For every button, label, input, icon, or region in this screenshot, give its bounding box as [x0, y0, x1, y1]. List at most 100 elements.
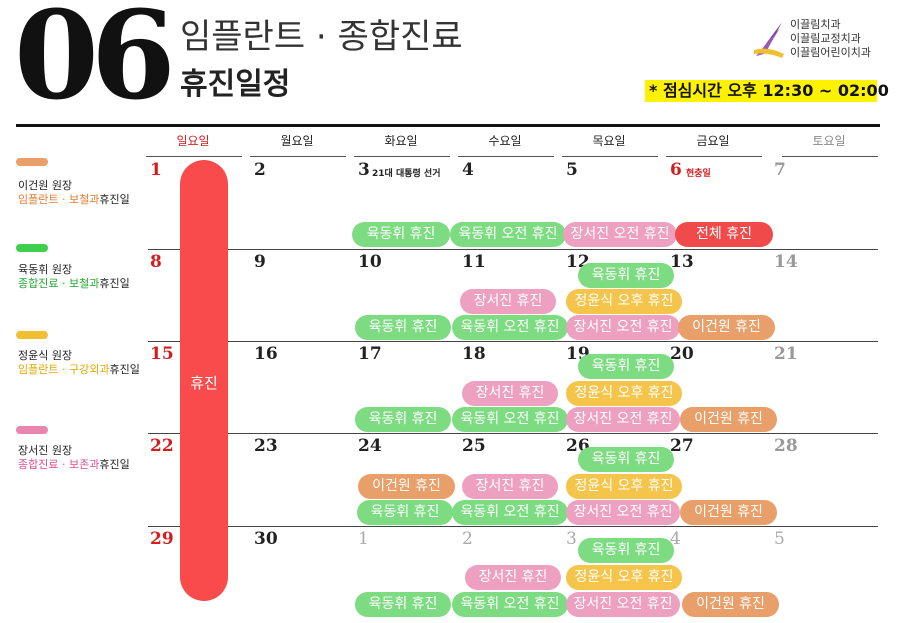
header-divider [16, 124, 880, 127]
date-cell: 3 [566, 529, 577, 549]
date-cell: 29 [150, 529, 174, 549]
clinic-logo-icon [754, 22, 784, 58]
event-yuk-am: 육동휘 오전 휴진 [452, 407, 568, 432]
legend-name-jang: 장서진 원장 [18, 444, 73, 457]
legend-suffix: 휴진일 [109, 363, 140, 376]
weekday-sat: 토요일 [812, 134, 846, 148]
legend-swatch-jung [16, 331, 48, 339]
event-yuk-full: 육동휘 휴진 [355, 315, 451, 340]
event-yuk-am: 육동휘 오전 휴진 [452, 315, 568, 340]
legend-dept: 임플란트 · 구강외과 [18, 363, 110, 376]
event-jang-am: 장서진 오전 휴진 [566, 500, 680, 525]
date-cell: 2 [462, 529, 473, 549]
date-cell: 28 [774, 436, 798, 456]
event-lee-full: 이건원 휴진 [358, 474, 455, 499]
date-cell: 21 [774, 344, 798, 364]
event-lee-full: 이건원 휴진 [680, 500, 777, 525]
legend-desc-yuk: 종합진료 · 보철과휴진일 [18, 277, 130, 291]
date-cell: 27 [670, 436, 694, 456]
event-jang-full: 장서진 휴진 [462, 381, 558, 406]
legend-dept: 종합진료 · 보존과 [18, 458, 100, 471]
legend-name-yuk: 육동휘 원장 [18, 263, 73, 276]
weekday-underline [782, 156, 878, 157]
weekday-thu: 목요일 [592, 134, 626, 148]
date-cell: 4 [670, 529, 681, 549]
date-cell: 4 [462, 160, 474, 180]
holiday-note: 현충일 [686, 169, 711, 179]
weekday-wed: 수요일 [488, 134, 522, 148]
legend-suffix: 휴진일 [99, 277, 130, 290]
week-divider [148, 433, 878, 434]
date-cell: 1 [358, 529, 369, 549]
event-yuk-am: 육동휘 오전 휴진 [452, 500, 568, 525]
date-cell: 11 [462, 252, 486, 272]
event-jang-am: 장서진 오전 휴진 [566, 315, 680, 340]
event-jung-pm: 정윤식 오후 휴진 [566, 381, 682, 406]
holiday-note: 21대 대통령 선거 [372, 169, 441, 179]
event-yuk-full: 육동휘 휴진 [578, 263, 674, 288]
date-cell: 20 [670, 344, 694, 364]
event-yuk-am: 육동휘 오전 휴진 [452, 592, 568, 617]
date-cell: 16 [254, 344, 278, 364]
date-cell: 2 [254, 160, 266, 180]
event-jang-full: 장서진 휴진 [462, 474, 558, 499]
lunch-label: * 점심시간 [649, 81, 722, 100]
clinic-name: 이끌림교정치과 [790, 32, 861, 45]
date-cell: 24 [358, 436, 382, 456]
event-yuk-am: 육동휘 오전 휴진 [450, 222, 566, 247]
event-jang-full: 장서진 휴진 [460, 289, 556, 314]
event-yuk-full: 육동휘 휴진 [578, 538, 674, 563]
event-lee-full: 이건원 휴진 [680, 407, 777, 432]
legend-dept: 종합진료 · 보철과 [18, 277, 100, 290]
legend-desc-jung: 임플란트 · 구강외과휴진일 [18, 363, 140, 377]
date-cell: 1 [150, 160, 162, 180]
clinic-names: 이끌림치과 이끌림교정치과 이끌림어린이치과 [790, 18, 871, 60]
weekday-underline [354, 156, 450, 157]
legend-name-jung: 정윤식 원장 [18, 349, 73, 362]
event-yuk-full: 육동휘 휴진 [578, 354, 674, 379]
date-cell: 18 [462, 344, 486, 364]
legend-desc-jang: 종합진료 · 보존과휴진일 [18, 458, 130, 472]
event-lee-full: 이건원 휴진 [678, 315, 775, 340]
date-cell: 3 [358, 160, 370, 180]
event-jung-pm: 정윤식 오후 휴진 [566, 289, 682, 314]
legend-suffix: 휴진일 [99, 193, 130, 206]
sunday-closed-label: 휴진 [190, 374, 218, 392]
date-cell: 9 [254, 252, 266, 272]
legend-swatch-lee [16, 158, 48, 166]
weekday-fri: 금요일 [696, 134, 730, 148]
lunch-time: 오후 12:30 ~ 02:00 [727, 81, 889, 100]
date-cell: 17 [358, 344, 382, 364]
date-cell: 14 [774, 252, 798, 272]
week-divider [148, 249, 878, 250]
legend-swatch-jang [16, 426, 48, 434]
weekday-underline [562, 156, 658, 157]
event-jang-am: 장서진 오전 휴진 [566, 407, 680, 432]
event-yuk-full: 육동휘 휴진 [355, 592, 451, 617]
page-subtitle: 임플란트 · 종합진료 [180, 17, 463, 57]
date-cell: 23 [254, 436, 278, 456]
legend-suffix: 휴진일 [99, 458, 130, 471]
event-yuk-full: 육동휘 휴진 [352, 222, 450, 247]
date-cell: 22 [150, 436, 174, 456]
weekday-underline [666, 156, 762, 157]
date-cell: 6 [670, 160, 682, 180]
weekday-underline [250, 156, 346, 157]
date-cell: 30 [254, 529, 278, 549]
clinic-name: 이끌림치과 [790, 18, 841, 31]
weekday-underline [458, 156, 554, 157]
page-title: 휴진일정 [180, 67, 291, 102]
weekday-sun: 일요일 [176, 134, 210, 148]
event-jung-pm: 정윤식 오후 휴진 [566, 565, 682, 590]
clinic-name: 이끌림어린이치과 [790, 46, 871, 59]
date-cell: 5 [566, 160, 578, 180]
legend-desc-lee: 임플란트 · 보철과휴진일 [18, 193, 130, 207]
weekday-underline [146, 156, 242, 157]
legend-name-lee: 이건원 원장 [18, 179, 73, 192]
week-divider [148, 341, 878, 342]
week-divider [148, 526, 878, 527]
date-cell: 8 [150, 252, 162, 272]
event-yuk-full: 육동휘 휴진 [578, 447, 674, 472]
event-yuk-full: 육동휘 휴진 [355, 407, 451, 432]
legend-swatch-yuk [16, 244, 48, 252]
